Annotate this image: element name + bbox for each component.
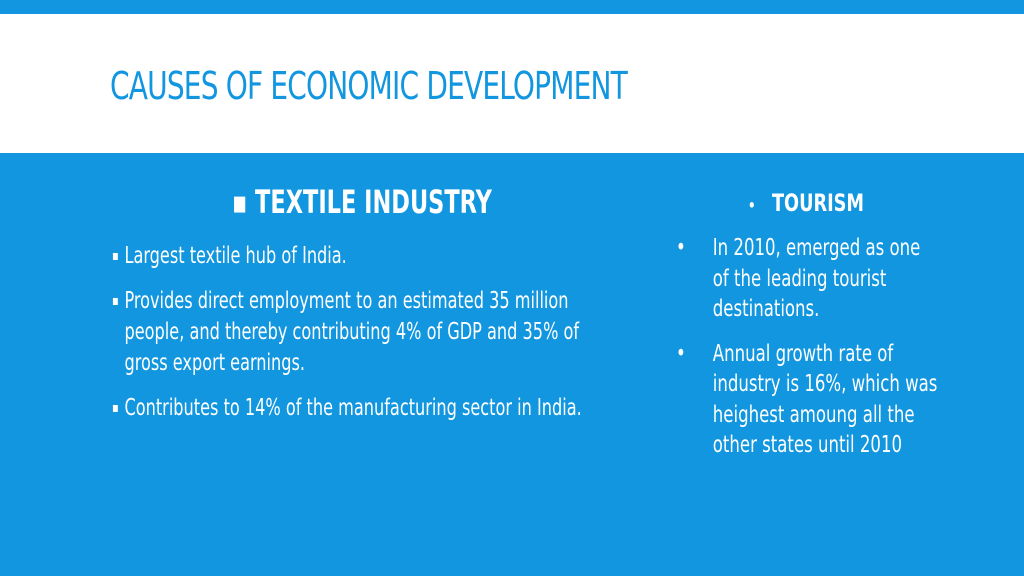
title-band bbox=[0, 14, 1024, 153]
list-item: In 2010, emerged as one of the leading t… bbox=[676, 233, 940, 325]
list-item: Provides direct employment to an estimat… bbox=[112, 286, 588, 379]
textile-industry-list: Largest textile hub of India. Provides d… bbox=[112, 241, 588, 438]
slide-title: CAUSES OF ECONOMIC DEVELOPMENT bbox=[110, 64, 628, 108]
top-accent-strip bbox=[0, 0, 1024, 14]
list-item: Annual growth rate of industry is 16%, w… bbox=[676, 339, 940, 461]
list-item: Largest textile hub of India. bbox=[112, 241, 588, 272]
textile-industry-heading: ▪ TEXTILE INDUSTRY bbox=[232, 183, 492, 221]
content-panel: ▪ TEXTILE INDUSTRY Largest textile hub o… bbox=[0, 153, 1024, 576]
list-item: Contributes to 14% of the manufacturing … bbox=[112, 393, 588, 424]
tourism-heading: • TOURISM bbox=[748, 189, 865, 217]
tourism-list: In 2010, emerged as one of the leading t… bbox=[676, 233, 940, 475]
